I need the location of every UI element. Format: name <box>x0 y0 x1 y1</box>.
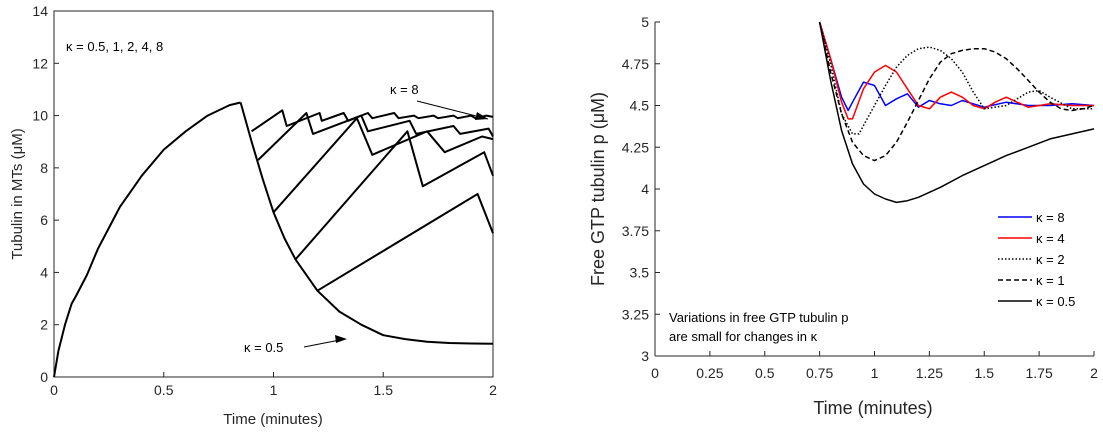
y-tick-label: 6 <box>40 212 48 228</box>
kappa-values-annotation: κ = 0.5, 1, 2, 4, 8 <box>66 39 163 54</box>
y-tick-label: 4.5 <box>630 98 650 114</box>
x-tick-label: 0.5 <box>154 382 174 398</box>
y-tick-label: 3.75 <box>622 223 649 239</box>
x-tick-label: 2 <box>489 382 497 398</box>
y-tick-label: 5 <box>641 14 649 30</box>
kappa-8-arrowhead <box>475 112 488 120</box>
y-tick-label: 4 <box>641 181 649 197</box>
x-tick-label: 0.5 <box>755 365 775 381</box>
series-group-left <box>53 101 494 378</box>
x-tick-label: 0 <box>50 382 58 398</box>
legend-label-2: κ = 4 <box>1036 231 1065 246</box>
kappa-05-annotation: κ = 0.5 <box>244 340 283 355</box>
x-tick-label: 0 <box>651 365 659 381</box>
series-line-3 <box>818 21 1094 135</box>
series-line-2 <box>239 102 494 345</box>
x-tick-label: 1.75 <box>1026 365 1053 381</box>
x-tick-label: 1 <box>270 382 278 398</box>
series-line-4 <box>818 21 1095 162</box>
series-group-right <box>818 21 1095 204</box>
legend: κ = 8 κ = 4 κ = 2 κ = 1 κ = 0.5 <box>998 210 1075 309</box>
x-tick-label: 0.25 <box>696 365 723 381</box>
x-axis-left: 0 0.5 1 1.5 2 <box>50 372 497 398</box>
y-tick-label: 2 <box>40 317 48 333</box>
series-line-2 <box>818 21 1094 120</box>
y-tick-label: 0 <box>40 369 48 385</box>
legend-label-3: κ = 2 <box>1036 252 1065 267</box>
x-tick-label: 1.25 <box>916 365 943 381</box>
y-tick-label: 3.25 <box>622 306 649 322</box>
x-tick-label: 2 <box>1090 365 1098 381</box>
x-tick-label: 1.5 <box>374 382 394 398</box>
y-tick-label: 4.25 <box>622 139 649 155</box>
y-tick-label: 10 <box>32 108 48 124</box>
y-axis-left: 0 2 4 6 8 10 12 14 <box>32 3 59 385</box>
x-tick-label: 0.75 <box>806 365 833 381</box>
y-axis-label-left: Tubulin in MTs (μM) <box>9 128 26 259</box>
y-axis-right: 3 3.25 3.5 3.75 4 4.25 4.5 4.75 5 <box>622 14 660 364</box>
kappa-05-arrowhead <box>335 335 347 343</box>
series-line-3 <box>251 109 494 133</box>
plot-area-left <box>53 10 494 378</box>
legend-label-1: κ = 8 <box>1036 210 1065 225</box>
kappa-8-annotation: κ = 8 <box>390 82 419 97</box>
variation-note-line-2: are small for changes in κ <box>669 329 818 344</box>
y-tick-label: 4 <box>40 264 48 280</box>
x-axis-label-left: Time (minutes) <box>223 411 322 428</box>
series-line-4 <box>257 112 494 161</box>
x-axis-right: 0 0.25 0.5 0.75 1 1.25 1.5 1.75 2 <box>651 351 1098 381</box>
legend-label-5: κ = 0.5 <box>1036 294 1075 309</box>
series-line-6 <box>294 130 494 261</box>
variation-note-line-1: Variations in free GTP tubulin p <box>669 310 848 325</box>
free-gtp-tubulin-chart: 3 3.25 3.5 3.75 4 4.25 4.5 4.75 5 0 0.25 0.5 0.75 1 1… <box>588 14 1098 418</box>
legend-label-4: κ = 1 <box>1036 273 1065 288</box>
y-tick-label: 4.75 <box>622 56 649 72</box>
x-tick-label: 1 <box>871 365 879 381</box>
y-axis-label-right: Free GTP tubulin p (μM) <box>588 92 608 286</box>
y-tick-label: 12 <box>32 55 48 71</box>
series-line-7 <box>316 193 494 292</box>
series-line-5 <box>272 117 494 213</box>
x-axis-label-right: Time (minutes) <box>813 398 932 418</box>
y-tick-label: 8 <box>40 160 48 176</box>
y-tick-label: 3 <box>641 348 649 364</box>
series-line-1 <box>53 101 241 378</box>
series-line-5 <box>818 21 1095 204</box>
y-tick-label: 3.5 <box>630 265 650 281</box>
x-tick-label: 1.5 <box>975 365 995 381</box>
y-tick-label: 14 <box>32 3 48 19</box>
tubulin-mt-chart: 0 2 4 6 8 10 12 14 0 0.5 1 1.5 2 Tubulin in MTs (μM… <box>9 3 497 428</box>
